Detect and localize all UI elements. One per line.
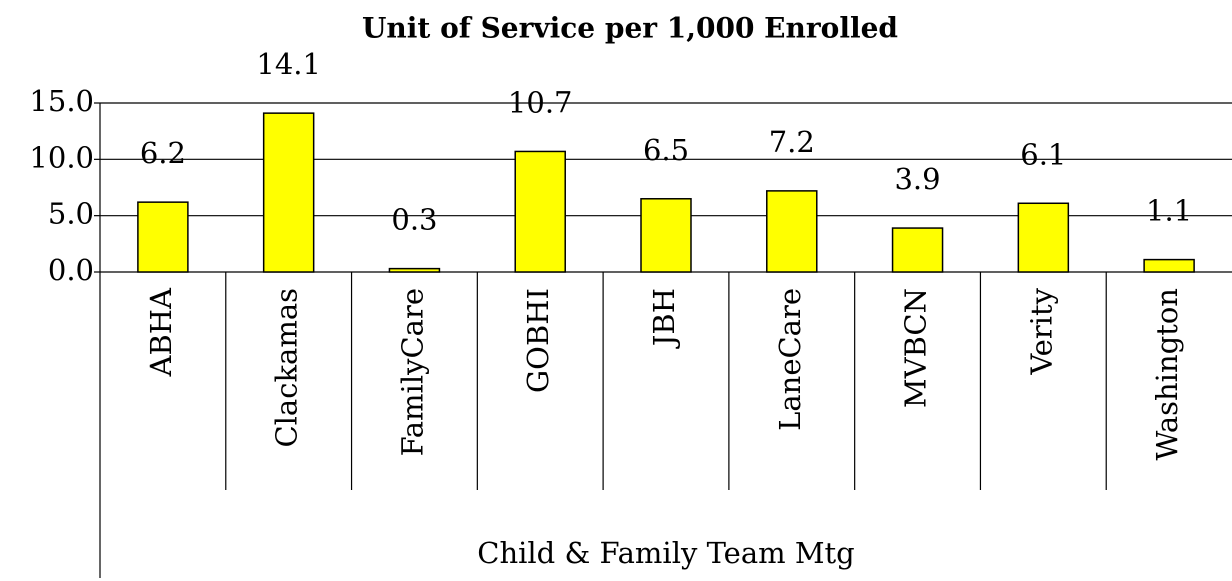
x-tick-label: FamilyCare	[395, 288, 429, 456]
x-tick-label: JBH	[647, 288, 681, 349]
x-tick-label: GOBHI	[521, 288, 555, 393]
x-tick-label: MVBCN	[899, 288, 933, 408]
bar	[1143, 258, 1195, 273]
data-label: 0.3	[391, 203, 437, 237]
bar	[640, 198, 692, 273]
y-tick-label: 0.0	[48, 253, 94, 287]
y-tick-label: 5.0	[48, 197, 94, 231]
x-tick-label: Clackamas	[270, 288, 304, 448]
x-tick-label: Verity	[1024, 287, 1058, 375]
data-label: 7.2	[769, 125, 815, 159]
y-tick-label: 15.0	[29, 84, 94, 118]
bar	[891, 227, 944, 273]
bar	[262, 112, 315, 273]
x-tick-label: LaneCare	[773, 288, 807, 431]
bar	[766, 190, 818, 273]
x-tick-label: ABHA	[144, 287, 178, 378]
x-axis-title: Child & Family Team Mtg	[477, 536, 855, 570]
bar	[137, 201, 189, 273]
bar	[388, 267, 441, 273]
bar	[514, 150, 566, 273]
data-label: 3.9	[894, 162, 940, 196]
data-label: 10.7	[508, 85, 573, 119]
data-label: 6.5	[643, 133, 689, 167]
x-tick-label: Washington	[1150, 288, 1184, 460]
data-label: 6.2	[140, 136, 186, 170]
y-tick-label: 10.0	[29, 140, 94, 174]
chart-title: Unit of Service per 1,000 Enrolled	[362, 12, 898, 45]
data-label: 14.1	[256, 47, 321, 81]
bar	[1017, 202, 1070, 273]
data-label: 6.1	[1020, 137, 1066, 171]
data-label: 1.1	[1146, 194, 1192, 228]
